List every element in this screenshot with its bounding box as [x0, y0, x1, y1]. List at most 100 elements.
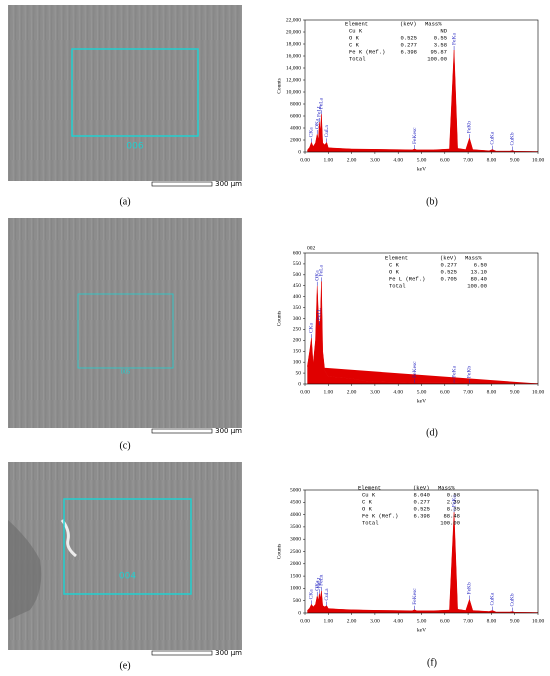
x-tick-label: 5.00: [417, 618, 427, 624]
x-tick-label: 8.00: [487, 618, 497, 624]
table-kev: 0.705: [440, 275, 457, 282]
table-mass: 95.87: [430, 48, 447, 55]
y-tick-label: 50: [296, 370, 302, 376]
table-element: O K: [389, 268, 400, 275]
table-element: Fe L (Ref.): [389, 275, 425, 282]
table-mass: 100.00: [440, 519, 460, 526]
table-mass: 2.39: [447, 498, 460, 505]
peak-label: CKa: [309, 589, 315, 600]
x-tick-label: 1.00: [323, 157, 333, 163]
table-element: O K: [362, 505, 373, 512]
y-tick-label: 4000: [290, 125, 301, 131]
y-tick-label: 14,000: [286, 65, 301, 71]
peak-label: FeLa: [319, 574, 325, 586]
table-element: C K: [362, 498, 373, 505]
x-tick-label: 0.00: [300, 618, 310, 624]
peak-label: FeLL: [317, 104, 323, 117]
debris: [8, 520, 42, 620]
plot-frame: [304, 252, 539, 385]
y-tick-label: 4500: [290, 500, 301, 506]
table-mass: 100.00: [467, 282, 487, 289]
spectrum-base: [307, 50, 538, 152]
y-tick-label: 0: [298, 610, 301, 616]
x-tick-label: 2.00: [347, 389, 357, 395]
y-tick-label: 250: [293, 327, 302, 333]
spectrum-base: [307, 512, 538, 613]
table-kev: 6.398: [413, 512, 430, 519]
peak-label: CKa: [309, 127, 315, 138]
x-tick-label: 10.00: [532, 618, 545, 624]
y-tick-label: 12,000: [286, 77, 301, 83]
scale-bar: [151, 428, 213, 434]
chart-title: 002: [307, 245, 316, 251]
peak-label: FeKb: [467, 121, 473, 133]
y-tick-label: 1000: [290, 586, 301, 592]
table-mass: 3.58: [434, 41, 447, 48]
peak-label: FeKesc: [412, 127, 418, 144]
peak-label: OKa: [314, 118, 320, 129]
peak-label: FeKb: [467, 582, 473, 594]
y-tick-label: 1500: [290, 573, 301, 579]
y-tick-label: 18,000: [286, 41, 301, 47]
x-tick-label: 7.00: [463, 389, 473, 395]
y-tick-label: 2000: [290, 561, 301, 567]
table-header: Element: [358, 484, 381, 491]
y-axis-label: Counts: [276, 311, 282, 327]
y-tick-label: 200: [293, 338, 302, 344]
peak-label: FeLL: [317, 575, 323, 588]
y-tick-label: 0: [298, 149, 301, 155]
table-header: Mass%: [438, 484, 455, 491]
analysis-box: [77, 293, 174, 369]
x-tick-label: 2.00: [347, 618, 357, 624]
table-element: C K: [389, 261, 400, 268]
analysis-box: [63, 498, 192, 595]
y-tick-label: 8000: [290, 101, 301, 107]
panel-label: (a): [119, 196, 130, 207]
peak-label: OKa: [314, 270, 320, 281]
table-kev: 8.040: [413, 491, 430, 498]
table-header: Mass%: [425, 20, 442, 27]
panel-label: (f): [427, 657, 437, 668]
table-kev: 0.277: [440, 261, 457, 268]
table-mass: 8.35: [447, 505, 460, 512]
y-tick-label: 5000: [290, 487, 301, 493]
table-header: Element: [345, 20, 368, 27]
y-tick-label: 2500: [290, 549, 301, 555]
x-tick-label: 6.00: [440, 157, 450, 163]
x-tick-label: 2.00: [347, 157, 357, 163]
scale-label: 300 µm: [215, 649, 242, 657]
table-mass: 6.50: [474, 261, 487, 268]
y-tick-label: 100: [293, 359, 302, 365]
x-tick-label: 4.00: [393, 157, 403, 163]
peak-label: OKa: [314, 580, 320, 591]
table-header: (keV): [400, 20, 417, 27]
sem-image: [8, 5, 242, 181]
x-tick-label: 4.00: [393, 389, 403, 395]
table-element: C K: [349, 41, 360, 48]
sem-image: [8, 218, 242, 428]
table-header: (keV): [440, 254, 457, 261]
table-header: Element: [385, 254, 408, 261]
scale-label: 300 µm: [215, 427, 242, 435]
x-tick-label: 7.00: [463, 618, 473, 624]
peak-label: FeLa: [319, 97, 325, 109]
plot-frame: [304, 19, 539, 153]
table-mass: 0.55: [434, 34, 447, 41]
y-tick-label: 400: [293, 294, 302, 300]
x-tick-label: 9.00: [510, 157, 520, 163]
y-axis-label: Counts: [276, 78, 282, 94]
y-tick-label: 3500: [290, 524, 301, 530]
peak-label: FeKa: [451, 365, 457, 377]
y-tick-label: 4000: [290, 512, 301, 518]
panel-label: (b): [426, 196, 438, 207]
panel-label: (c): [119, 440, 130, 451]
plot-frame: [304, 489, 539, 614]
table-kev: 6.398: [400, 48, 417, 55]
y-tick-label: 500: [293, 598, 302, 604]
y-tick-label: 550: [293, 261, 302, 267]
x-tick-label: 0.00: [300, 157, 310, 163]
box-label: 006: [126, 142, 143, 152]
table-kev: 0.525: [413, 505, 430, 512]
x-tick-label: 6.00: [440, 389, 450, 395]
